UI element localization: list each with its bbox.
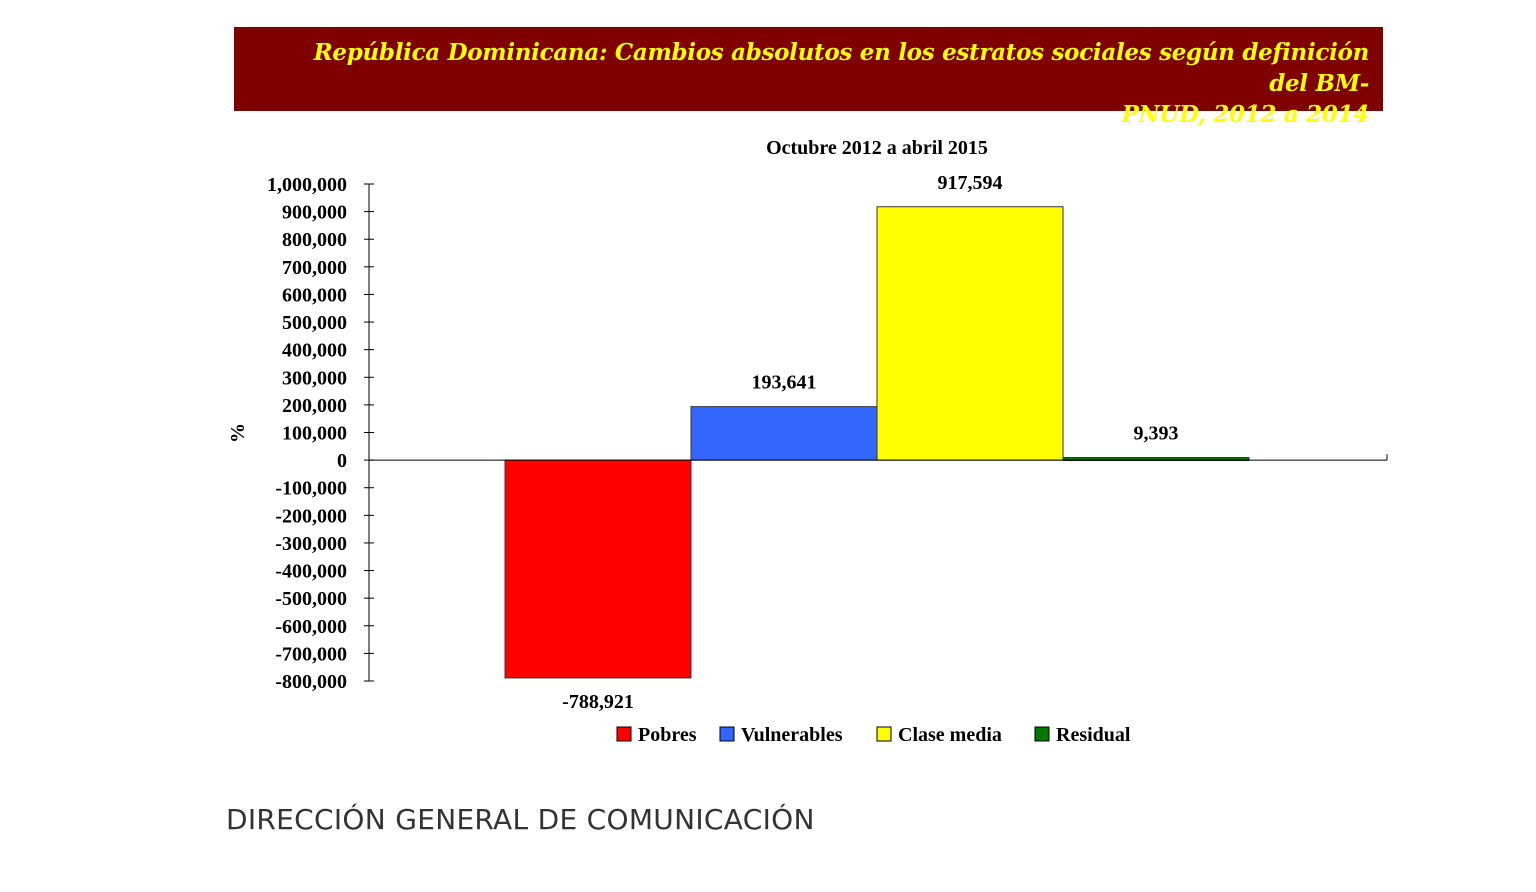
y-tick-label: -600,000 — [275, 616, 347, 638]
y-tick-label: 400,000 — [282, 340, 347, 362]
y-tick-label: -400,000 — [275, 561, 347, 583]
banner-title-line1: República Dominicana: Cambios absolutos … — [313, 39, 1370, 97]
x-axis — [369, 454, 1388, 461]
y-axis: 1,000,000 900,000 800,000 700,000 600,000 500… — [267, 174, 374, 693]
y-tick-label: 600,000 — [282, 284, 347, 306]
value-labels: -788,921 193,641 917,594 9,393 — [562, 172, 1178, 713]
y-tick-label: 500,000 — [282, 312, 347, 334]
y-tick-label: 700,000 — [282, 257, 347, 279]
y-tick-label: 900,000 — [282, 202, 347, 224]
y-tick-label: -300,000 — [275, 533, 347, 555]
legend-label: Vulnerables — [741, 724, 843, 746]
legend-swatch — [1034, 726, 1050, 742]
bar-vulnerables — [690, 406, 878, 461]
legend-swatch — [616, 726, 632, 742]
bar-clase-media — [876, 206, 1064, 461]
y-tick-label: 200,000 — [282, 395, 347, 417]
bar-pobres — [504, 459, 692, 679]
legend-label: Clase media — [898, 724, 1002, 746]
footer-text: DIRECCIÓN GENERAL DE COMUNICACIÓN — [226, 803, 815, 836]
banner-title-line2: PNUD, 2012 a 2014 — [1121, 101, 1370, 128]
y-tick-label: 300,000 — [282, 367, 347, 389]
y-tick-label: 1,000,000 — [267, 174, 347, 196]
chart-title: Octubre 2012 a abril 2015 — [766, 137, 988, 159]
y-axis-label: % — [227, 423, 249, 443]
y-tick-label: 0 — [337, 450, 347, 472]
legend-label: Pobres — [638, 724, 697, 746]
value-label: -788,921 — [562, 691, 634, 713]
value-label: 917,594 — [938, 172, 1003, 194]
y-tick-label: 800,000 — [282, 229, 347, 251]
legend: Pobres Vulnerables Clase media Residual — [616, 724, 1131, 746]
legend-label: Residual — [1056, 724, 1131, 746]
legend-swatch — [719, 726, 735, 742]
y-tick-label: 100,000 — [282, 423, 347, 445]
y-tick-label: -500,000 — [275, 588, 347, 610]
bars — [504, 206, 1250, 679]
y-tick-label: -200,000 — [275, 505, 347, 527]
legend-swatch — [876, 726, 892, 742]
y-tick-label: -800,000 — [275, 671, 347, 693]
value-label: 9,393 — [1134, 423, 1179, 445]
y-tick-label: -100,000 — [275, 478, 347, 500]
y-tick-label: -700,000 — [275, 643, 347, 665]
bar-chart: Octubre 2012 a abril 2015 % 1,000,000 900… — [227, 137, 1388, 746]
chart-banner: República Dominicana: Cambios absolutos … — [234, 27, 1383, 128]
value-label: 193,641 — [752, 372, 817, 394]
